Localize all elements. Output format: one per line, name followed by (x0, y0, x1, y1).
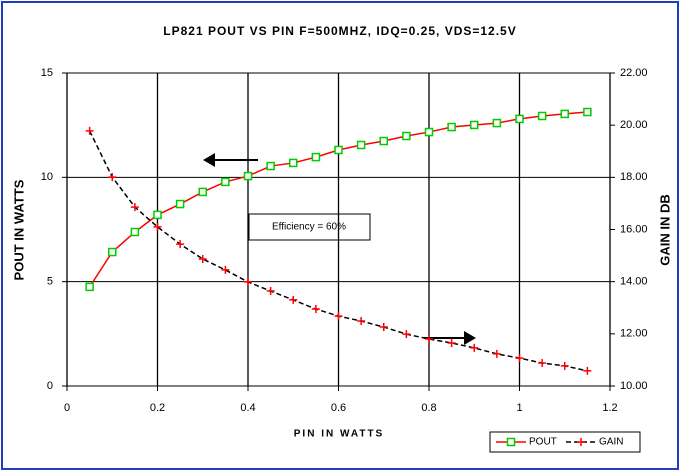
marker (379, 323, 388, 332)
marker (515, 114, 524, 124)
marker (537, 111, 547, 121)
x-tick-label: 0.8 (421, 402, 436, 414)
x-tick-label: 1 (516, 402, 522, 414)
marker (243, 171, 253, 181)
marker (583, 366, 592, 375)
x-tick-label: 0 (64, 402, 70, 414)
annotation-box (248, 213, 371, 241)
marker (221, 177, 230, 187)
x-tick-label: 0.4 (240, 402, 255, 414)
marker (108, 247, 117, 257)
marker (470, 120, 479, 130)
legend-marker (577, 438, 585, 446)
marker (198, 254, 207, 263)
marker (244, 277, 252, 286)
marker (515, 354, 524, 363)
marker (447, 122, 456, 132)
y2-tick-label: 10.00 (620, 380, 648, 392)
marker (402, 330, 411, 339)
marker (492, 349, 501, 358)
y2-tick-label: 12.00 (620, 328, 648, 340)
annotation: Efficiency = 60% (272, 222, 346, 233)
marker (289, 295, 298, 304)
marker (538, 359, 547, 368)
y-tick-label: 15 (41, 67, 53, 79)
marker (357, 317, 366, 326)
legend-marker (506, 437, 516, 447)
arrow-right (424, 331, 476, 345)
marker (379, 136, 388, 146)
y-tick-label: 10 (41, 171, 53, 183)
marker (560, 109, 569, 119)
marker (425, 335, 433, 344)
y-tick-label: 0 (47, 380, 53, 392)
marker (492, 118, 502, 128)
marker (175, 199, 185, 209)
marker (560, 361, 569, 370)
marker (153, 210, 162, 220)
marker (108, 173, 117, 182)
marker (470, 343, 479, 352)
y-tick-label: 5 (47, 276, 53, 288)
legend-label: GAIN (599, 437, 623, 448)
marker (402, 131, 411, 141)
y2-axis-label: GAIN IN DB (657, 194, 672, 266)
y2-tick-label: 14.00 (620, 276, 648, 288)
y-axis-label: POUT IN WATTS (11, 179, 26, 280)
marker (221, 265, 230, 274)
marker (289, 158, 298, 168)
arrow-left (203, 153, 258, 167)
marker (424, 127, 434, 137)
marker (130, 227, 140, 237)
x-tick-label: 1.2 (602, 402, 617, 414)
y2-tick-label: 22.00 (620, 67, 648, 79)
marker (198, 187, 207, 197)
marker (311, 305, 320, 314)
marker (356, 140, 366, 150)
y2-tick-label: 20.00 (620, 119, 648, 131)
y2-tick-label: 16.00 (620, 223, 648, 235)
marker (176, 240, 185, 249)
marker (266, 161, 275, 171)
marker (85, 126, 94, 135)
y2-tick-label: 18.00 (620, 171, 648, 183)
chart-title: LP821 POUT VS PIN F=500MHZ, IDQ=0.25, VD… (163, 24, 516, 38)
x-tick-label: 0.6 (331, 402, 346, 414)
marker (334, 145, 343, 155)
marker (130, 203, 139, 212)
legend (489, 431, 641, 453)
x-axis-label: PIN IN WATTS (294, 429, 384, 440)
x-tick-label: 0.2 (150, 402, 165, 414)
marker (583, 107, 592, 117)
marker (334, 312, 343, 321)
marker (311, 152, 321, 162)
marker (85, 282, 94, 292)
marker (266, 287, 275, 296)
legend-label: POUT (529, 437, 557, 448)
marker (153, 222, 162, 231)
marker (447, 338, 456, 347)
